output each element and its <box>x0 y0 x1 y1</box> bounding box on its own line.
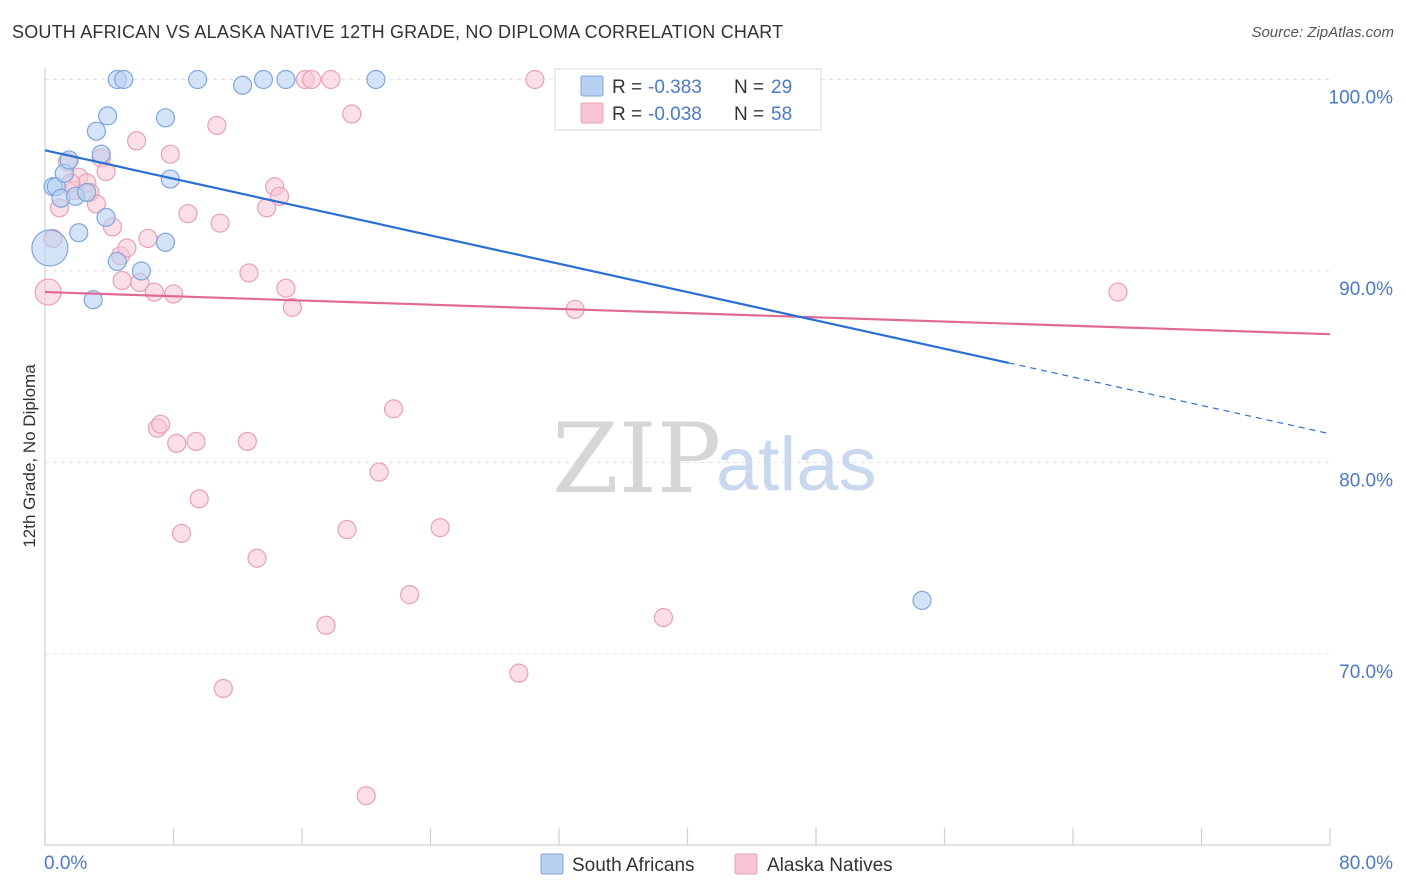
alaska-natives-point <box>239 263 259 283</box>
grid-layer <box>45 79 1330 655</box>
x-tick-label-max: 80.0% <box>1339 853 1393 874</box>
y-tick-label-80: 80.0% <box>1339 471 1393 492</box>
y-axis-label: 12th Grade, No Diploma <box>20 364 39 548</box>
stats-n-value-0: 29 <box>771 77 792 98</box>
watermark-zip: ZIP <box>552 403 721 515</box>
alaska-natives-point <box>321 69 341 90</box>
trend-lines <box>44 149 1331 435</box>
series-legend: South Africans Alaska Natives <box>540 853 893 876</box>
south-africans-trend-extension <box>1008 362 1331 435</box>
y-tick-label-70: 70.0% <box>1339 662 1393 683</box>
south-africans-point <box>86 121 107 141</box>
y-tick-label-100: 100.0% <box>1329 88 1394 109</box>
south-africans-point <box>155 232 176 252</box>
alaska-natives-point <box>276 278 296 298</box>
alaska-natives-point <box>160 144 180 164</box>
stats-n-label-0: N = <box>734 77 764 98</box>
axes-layer <box>44 68 1331 846</box>
south-africans-point <box>83 290 103 310</box>
alaska-natives-point <box>302 69 322 90</box>
alaska-natives-point <box>337 519 357 540</box>
alaska-natives-trend-line <box>44 290 1331 336</box>
south-africans-point <box>114 69 134 90</box>
alaska-natives-point <box>237 431 257 452</box>
y-tick-labels: 70.0% 80.0% 90.0% 100.0% <box>1329 88 1394 684</box>
stats-r-value-1: -0.038 <box>648 104 702 125</box>
alaska-natives-point <box>369 462 389 482</box>
legend-label-south-africans: South Africans <box>572 855 695 876</box>
south-africans-point <box>187 69 208 90</box>
watermark: ZIP atlas <box>552 403 877 515</box>
alaska-natives-point <box>163 284 184 304</box>
alaska-natives-point <box>509 663 529 683</box>
south-africans-trend-line <box>44 149 1009 364</box>
stats-r-value-0: -0.383 <box>648 77 702 98</box>
legend-label-alaska-natives: Alaska Natives <box>767 855 893 876</box>
x-tick-label-min: 0.0% <box>44 853 87 874</box>
stats-r-label-1: R = <box>612 104 642 125</box>
legend-swatch-alaska-natives <box>734 853 758 875</box>
alaska-natives-point <box>207 115 227 136</box>
alaska-natives-point <box>186 431 206 452</box>
south-africans-points <box>31 69 932 610</box>
alaska-natives-point <box>653 608 674 628</box>
south-africans-point <box>77 182 97 203</box>
stats-swatch-alaska-natives <box>580 102 604 124</box>
alaska-natives-point <box>151 414 171 434</box>
south-africans-point <box>232 75 253 95</box>
watermark-atlas: atlas <box>716 422 877 507</box>
alaska-natives-point <box>356 786 376 806</box>
south-africans-point <box>253 69 274 90</box>
alaska-natives-point <box>189 489 209 509</box>
south-africans-point <box>366 69 386 90</box>
alaska-natives-point <box>126 131 147 151</box>
south-africans-point <box>107 251 127 272</box>
south-africans-point <box>131 261 151 281</box>
stats-legend: R = -0.383 N = 29 R = -0.038 N = 58 <box>554 68 822 131</box>
alaska-natives-point <box>210 213 230 233</box>
alaska-natives-point <box>144 282 164 302</box>
south-africans-point <box>912 590 932 610</box>
south-africans-point <box>96 207 116 227</box>
stats-n-label-1: N = <box>734 104 764 125</box>
alaska-natives-point <box>112 270 132 291</box>
alaska-natives-point <box>1108 282 1128 302</box>
stats-n-value-1: 58 <box>771 104 792 125</box>
alaska-natives-point <box>117 238 137 258</box>
south-africans-point <box>69 223 89 243</box>
alaska-natives-point <box>316 615 336 635</box>
alaska-natives-point <box>383 399 404 419</box>
alaska-natives-point <box>525 69 545 90</box>
stats-swatch-south-africans <box>580 75 604 97</box>
south-africans-point <box>155 108 176 128</box>
alaska-natives-point <box>213 678 233 699</box>
source-label: Source: ZipAtlas.com <box>1251 24 1394 41</box>
chart-title: SOUTH AFRICAN VS ALASKA NATIVE 12TH GRAD… <box>12 22 784 42</box>
alaska-natives-point <box>430 518 450 538</box>
alaska-natives-point <box>138 228 158 249</box>
stats-r-label-0: R = <box>612 77 642 98</box>
y-tick-label-90: 90.0% <box>1339 279 1393 300</box>
alaska-natives-point <box>247 548 267 568</box>
alaska-natives-point <box>282 297 302 317</box>
legend-swatch-south-africans <box>540 853 564 875</box>
south-africans-point <box>98 106 118 126</box>
south-africans-point <box>276 69 296 90</box>
alaska-natives-point <box>167 433 187 453</box>
alaska-natives-point <box>178 203 198 224</box>
alaska-natives-point <box>342 104 362 124</box>
alaska-natives-point <box>400 585 420 605</box>
south-africans-point <box>31 229 69 267</box>
alaska-natives-point <box>171 523 192 543</box>
